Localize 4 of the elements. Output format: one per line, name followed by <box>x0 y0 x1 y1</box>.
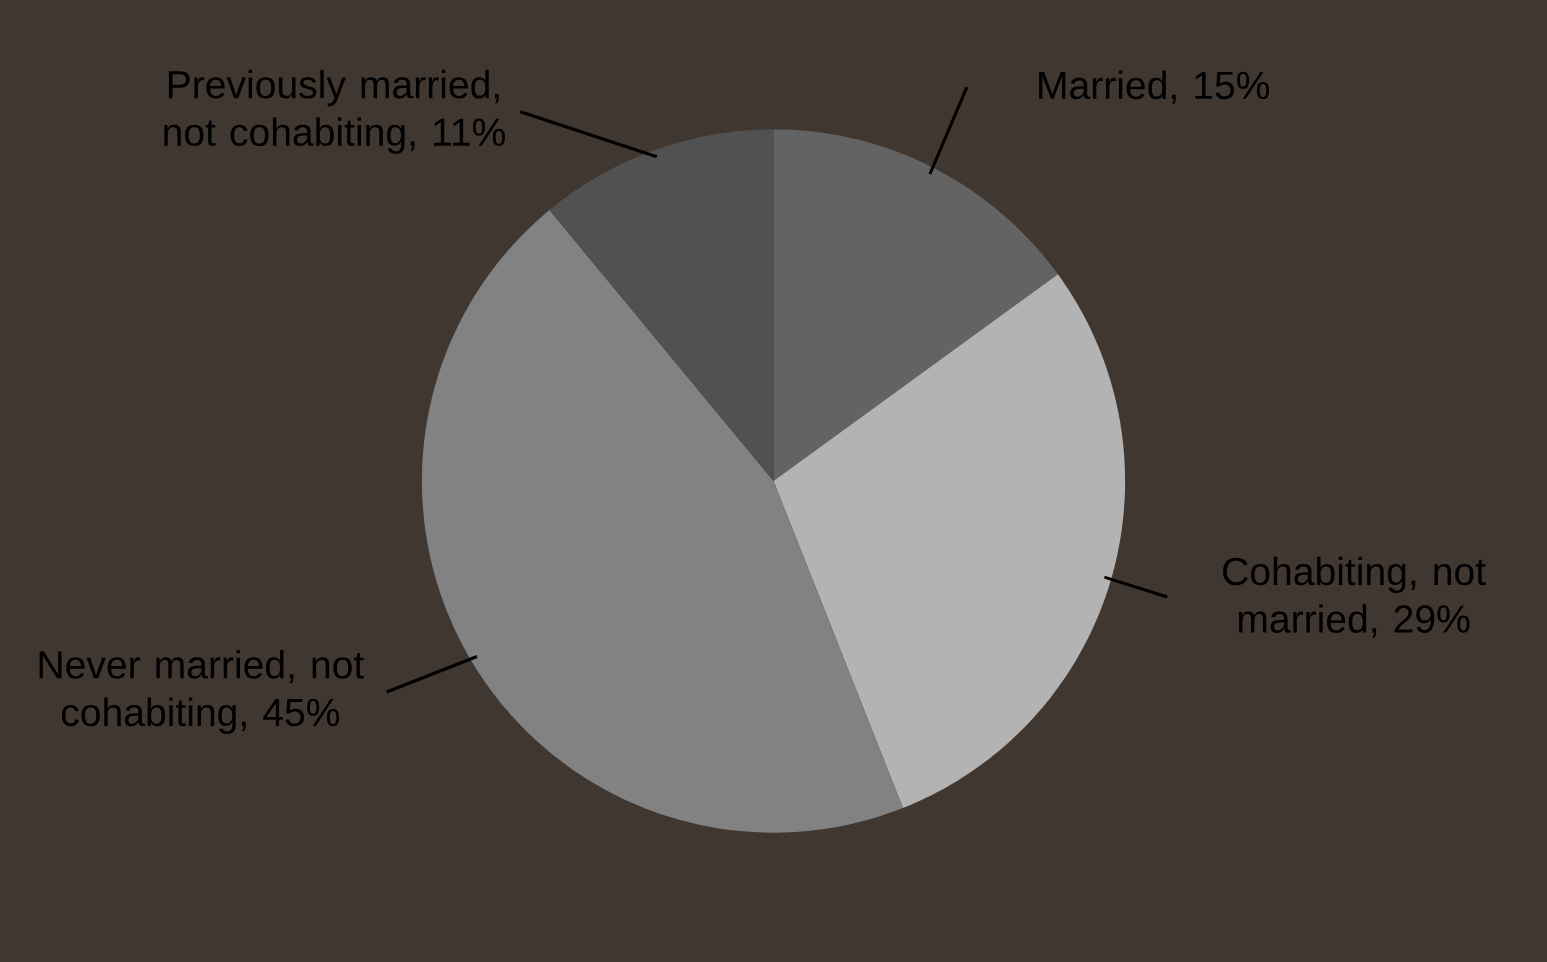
slice-label: Previously married, not cohabiting, 11% <box>164 69 505 154</box>
slice-label: Cohabiting, not married, 29% <box>1223 556 1486 638</box>
slice-label: Never married, not cohabiting, 45% <box>39 650 364 734</box>
slice-label: Married, 15% <box>1039 70 1270 104</box>
